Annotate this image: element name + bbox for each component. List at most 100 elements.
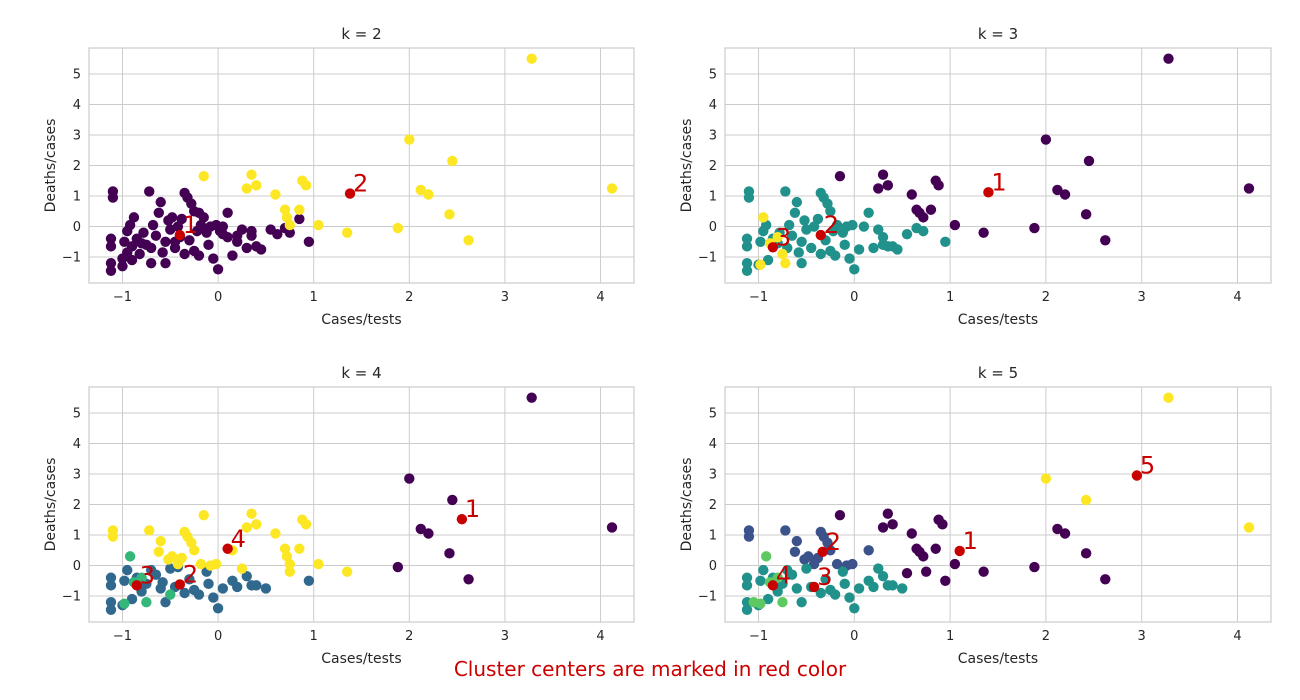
data-point <box>844 253 855 264</box>
cluster-center <box>174 579 186 590</box>
data-point <box>232 230 243 241</box>
y-tick-label: −1 <box>698 251 717 266</box>
data-point <box>117 261 128 272</box>
data-point <box>877 239 889 251</box>
data-point <box>748 596 759 608</box>
data-point <box>303 575 315 586</box>
data-point <box>829 250 841 261</box>
data-point <box>780 525 791 536</box>
y-tick-label: 3 <box>709 467 717 482</box>
x-tick-label: 0 <box>850 629 858 644</box>
x-tick-label: 4 <box>1233 290 1241 305</box>
data-point <box>892 244 903 255</box>
data-point <box>203 239 214 251</box>
data-point <box>160 236 171 247</box>
data-point <box>780 257 791 269</box>
y-axis-label: Deaths/cases <box>679 119 695 213</box>
cluster-center <box>767 580 779 591</box>
data-point <box>172 558 184 570</box>
y-axis-label: Deaths/cases <box>679 458 695 552</box>
data-point <box>107 192 119 203</box>
data-point <box>1059 189 1071 200</box>
data-point <box>868 242 879 254</box>
data-point <box>195 558 207 570</box>
data-point <box>877 571 889 582</box>
data-point <box>801 563 812 574</box>
cluster-center-label: 1 <box>465 495 480 523</box>
data-point <box>294 213 305 225</box>
data-point <box>251 519 262 530</box>
data-point <box>179 587 190 599</box>
data-point <box>141 596 152 608</box>
x-axis-label: Cases/tests <box>958 651 1038 667</box>
data-point <box>1052 523 1063 535</box>
data-point <box>193 207 205 219</box>
y-tick-label: 2 <box>709 498 717 513</box>
data-point <box>147 219 159 231</box>
data-point <box>122 564 133 576</box>
data-point <box>758 212 769 223</box>
data-point <box>155 196 166 208</box>
y-tick-label: 2 <box>73 159 81 174</box>
y-tick-label: 5 <box>709 67 717 82</box>
data-point <box>789 207 801 219</box>
data-point <box>837 566 849 577</box>
data-point <box>978 227 989 238</box>
data-point <box>820 574 831 585</box>
data-point <box>294 204 305 215</box>
data-point <box>145 242 157 254</box>
data-point <box>157 577 168 588</box>
data-point <box>831 558 843 570</box>
x-tick-label: 0 <box>214 290 222 305</box>
data-point <box>119 236 130 247</box>
data-point <box>1040 473 1052 484</box>
figure-caption: Cluster centers are marked in red color <box>453 657 847 681</box>
data-point <box>341 227 353 238</box>
data-point <box>165 589 176 600</box>
subplot-title: k = 3 <box>978 25 1018 43</box>
subplot-1: −1 0 1 2 3 4 −1 0 1 2 3 4 5 k = 2 Cases/tests Deaths/ca… <box>43 25 635 328</box>
data-point <box>155 535 166 547</box>
cluster-center-label: 4 <box>776 561 791 589</box>
data-point <box>796 236 807 247</box>
data-point <box>918 212 929 223</box>
data-point <box>447 155 458 167</box>
y-axis-label: Deaths/cases <box>43 119 59 213</box>
data-point <box>786 569 798 580</box>
data-point <box>105 596 117 608</box>
data-point <box>166 551 178 562</box>
data-point <box>812 213 824 225</box>
data-point <box>925 204 937 215</box>
data-point <box>210 558 222 570</box>
data-point <box>940 236 951 247</box>
cluster-center <box>808 581 820 593</box>
y-tick-label: 2 <box>73 498 81 513</box>
data-point <box>741 241 753 252</box>
data-point <box>762 254 774 266</box>
y-tick-label: 2 <box>709 159 717 174</box>
data-point <box>906 528 917 539</box>
data-point <box>760 551 772 562</box>
data-point <box>897 583 908 594</box>
cluster-center-label: 3 <box>817 563 832 591</box>
x-tick-label: 1 <box>310 290 318 305</box>
data-point <box>758 564 769 576</box>
data-point <box>463 574 474 585</box>
data-point <box>791 535 803 547</box>
data-point <box>404 473 415 484</box>
data-point <box>134 248 145 260</box>
data-point <box>949 558 961 570</box>
data-point <box>743 531 755 542</box>
data-point <box>300 180 312 191</box>
data-point <box>1243 183 1255 194</box>
data-point <box>755 236 766 247</box>
data-point <box>392 222 404 234</box>
data-point <box>1163 53 1174 64</box>
data-point <box>198 509 209 521</box>
subplot-title: k = 2 <box>341 25 381 43</box>
x-tick-label: 1 <box>310 629 318 644</box>
data-point <box>150 230 162 241</box>
data-point <box>777 596 788 608</box>
data-point <box>203 578 214 590</box>
cluster-center-label: 1 <box>991 168 1006 196</box>
